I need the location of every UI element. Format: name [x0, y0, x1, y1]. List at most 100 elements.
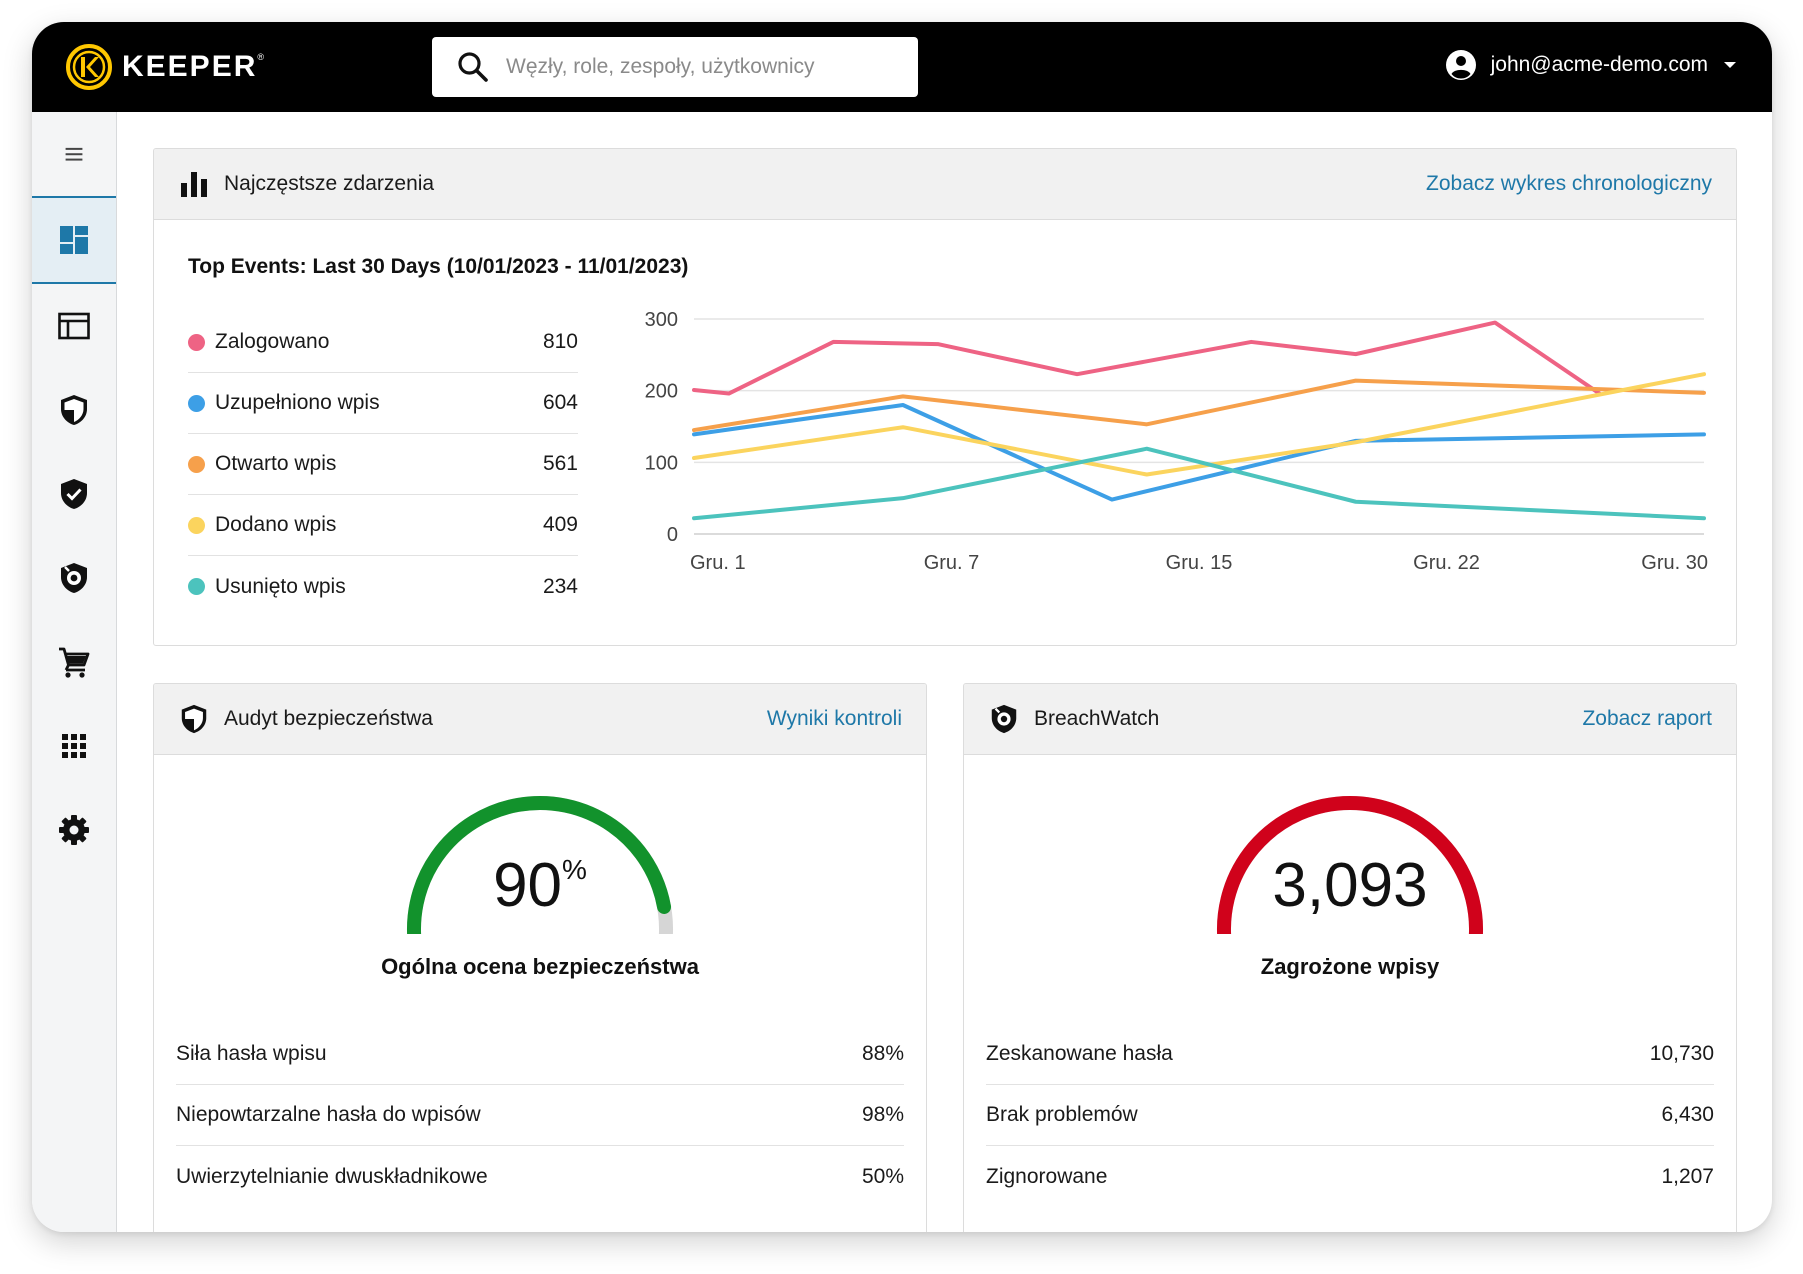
settings-gear-icon [59, 815, 89, 845]
series-line-zalogowano [692, 320, 1602, 396]
security-audit-card: Audyt bezpieczeństwa Wyniki kontroli 90%… [153, 683, 927, 1232]
brand-name: KEEPER® [122, 50, 265, 83]
sidebar-menu-toggle[interactable] [32, 112, 116, 196]
user-email: john@acme-demo.com [1490, 53, 1708, 76]
stat-row: Zeskanowane hasła 10,730 [986, 1024, 1714, 1085]
legend-value: 561 [542, 452, 578, 475]
stat-row: Uwierzytelnianie dwuskładnikowe 50% [176, 1146, 904, 1207]
app-window: KEEPER® john@acme-demo.com [32, 22, 1772, 1232]
legend-value: 810 [542, 330, 578, 353]
stat-value: 98% [861, 1103, 904, 1126]
series-line-dodano-wpis [692, 372, 1706, 477]
search-icon [458, 52, 488, 82]
breachwatch-title: BreachWatch [1034, 707, 1160, 730]
top-events-subtitle: Top Events: Last 30 Days (10/01/2023 - 1… [188, 255, 689, 278]
stat-row: Brak problemów 6,430 [986, 1085, 1714, 1146]
stat-label: Brak problemów [986, 1103, 1138, 1126]
series-line-usunięto-wpis [692, 446, 1706, 521]
stat-label: Zeskanowane hasła [986, 1042, 1173, 1065]
cart-icon [59, 647, 90, 678]
timeline-chart-link[interactable]: Zobacz wykres chronologiczny [1426, 172, 1712, 195]
security-audit-icon [61, 395, 87, 425]
sidebar-item-apps[interactable] [32, 704, 116, 788]
score-arc [407, 796, 673, 934]
at-risk-value: 3,093 [1272, 851, 1428, 920]
legend-label: Dodano wpis [215, 513, 337, 536]
menu-icon [65, 147, 83, 161]
y-tick-label: 300 [645, 309, 678, 331]
breachwatch-header: BreachWatch Zobacz raport [964, 684, 1736, 755]
stat-value: 10,730 [1649, 1042, 1714, 1065]
stat-value: 50% [861, 1164, 904, 1188]
bar-chart-icon [181, 172, 207, 197]
search-box[interactable] [432, 37, 918, 97]
stat-value: 88% [861, 1042, 904, 1065]
legend-dot [188, 516, 205, 534]
legend-row: Zalogowano 810 [188, 312, 578, 373]
chevron-down-icon [1724, 62, 1736, 68]
legend-dot [188, 333, 205, 351]
stat-value: 1,207 [1661, 1164, 1714, 1188]
x-tick-label: Gru. 15 [1166, 552, 1233, 574]
top-events-card: Najczęstsze zdarzenia Zobacz wykres chro… [153, 148, 1737, 646]
legend-dot [188, 578, 205, 595]
sidebar-item-breachwatch[interactable] [32, 536, 116, 620]
event-legend: Zalogowano 810 Uzupełniono wpis 604 Otwa… [188, 312, 578, 617]
security-score-caption: Ogólna ocena bezpieczeństwa [381, 954, 699, 979]
top-bar: KEEPER® john@acme-demo.com [32, 22, 1772, 112]
top-events-title: Najczęstsze zdarzenia [224, 172, 435, 195]
legend-label: Otwarto wpis [215, 452, 337, 475]
x-tick-label: Gru. 22 [1413, 552, 1480, 574]
view-report-link[interactable]: Zobacz raport [1582, 707, 1712, 730]
legend-row: Dodano wpis 409 [188, 495, 578, 556]
compliance-shield-icon [61, 479, 87, 509]
security-audit-header: Audyt bezpieczeństwa Wyniki kontroli [154, 684, 926, 755]
top-events-header: Najczęstsze zdarzenia Zobacz wykres chro… [154, 149, 1736, 220]
y-tick-label: 0 [667, 524, 678, 546]
sidebar-item-store[interactable] [32, 620, 116, 704]
stat-row: Zignorowane 1,207 [986, 1146, 1714, 1207]
legend-label: Zalogowano [215, 330, 330, 353]
keeper-logo-icon [66, 44, 112, 90]
x-tick-label: Gru. 1 [690, 552, 746, 574]
audit-results-link[interactable]: Wyniki kontroli [766, 707, 902, 730]
account-icon [1445, 50, 1476, 80]
at-risk-arc [1217, 796, 1483, 934]
user-menu[interactable]: john@acme-demo.com [1445, 49, 1738, 81]
sidebar-item-compliance[interactable] [32, 452, 116, 536]
search-input[interactable] [506, 55, 918, 79]
security-audit-title: Audyt bezpieczeństwa [224, 707, 433, 730]
sidebar-item-dashboard[interactable] [32, 196, 116, 284]
breachwatch-icon [991, 704, 1017, 734]
security-audit-icon [181, 704, 207, 734]
breachwatch-icon [61, 563, 87, 593]
security-score-gauge: 90% [154, 784, 926, 984]
legend-label: Uzupełniono wpis [215, 391, 380, 414]
keeper-logo[interactable]: KEEPER® [66, 44, 264, 90]
stat-value: 6,430 [1661, 1103, 1714, 1126]
series-line-otwarto-wpis [692, 378, 1706, 433]
legend-value: 409 [542, 513, 578, 536]
dashboard-icon [60, 226, 88, 254]
sidebar-item-security-audit[interactable] [32, 368, 116, 452]
legend-row: Otwarto wpis 561 [188, 434, 578, 495]
x-tick-label: Gru. 30 [1641, 552, 1708, 574]
sidebar-item-admin[interactable] [32, 284, 116, 368]
y-tick-label: 100 [645, 452, 678, 474]
sidebar-item-settings[interactable] [32, 788, 116, 872]
admin-console-icon [58, 312, 90, 340]
stat-row: Siła hasła wpisu 88% [176, 1024, 904, 1085]
stat-label: Siła hasła wpisu [176, 1042, 327, 1065]
legend-row: Uzupełniono wpis 604 [188, 373, 578, 434]
stat-label: Zignorowane [986, 1164, 1108, 1188]
legend-label: Usunięto wpis [215, 574, 346, 598]
stat-label: Niepowtarzalne hasła do wpisów [176, 1103, 481, 1126]
apps-grid-icon [62, 734, 86, 758]
legend-dot [188, 394, 205, 412]
breachwatch-card: BreachWatch Zobacz raport 3,093 Zagrożon… [963, 683, 1737, 1232]
stat-row: Niepowtarzalne hasła do wpisów 98% [176, 1085, 904, 1146]
audit-stats: Siła hasła wpisu 88% Niepowtarzalne hasł… [176, 1024, 904, 1207]
legend-row: Usunięto wpis 234 [188, 556, 578, 617]
security-score-value: 90% [493, 851, 587, 920]
series-line-uzupełniono-wpis [692, 403, 1706, 502]
